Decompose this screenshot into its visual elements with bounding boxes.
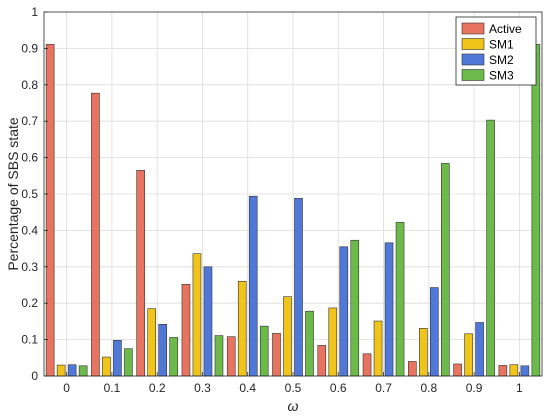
y-tick-label: 0.6 [21, 151, 38, 165]
bar-active-0_6 [317, 345, 327, 377]
bar-active-0_9 [453, 363, 462, 377]
bar-sm2-0_4 [248, 195, 258, 377]
legend-swatch-sm2 [461, 53, 485, 66]
bar-sm2-0_8 [430, 287, 439, 377]
bar-sm1-0_8 [419, 328, 428, 377]
y-axis-label: Percentage of SBS state [5, 117, 21, 271]
bar-active-0_2 [136, 170, 145, 377]
legend-label-sm2: SM2 [489, 53, 514, 67]
y-tick-label: 0.3 [21, 260, 38, 274]
bar-sm3-1 [531, 44, 541, 377]
bar-sm3-0_9 [486, 119, 495, 377]
bars [45, 44, 541, 377]
bar-sm3-0_1 [124, 348, 133, 377]
bar-sm1-0_4 [237, 281, 247, 377]
legend-swatch-active [461, 22, 485, 35]
y-tick-label: 0.8 [21, 78, 38, 92]
bar-sm1-0_9 [464, 333, 473, 377]
x-tick-label: 0.6 [330, 381, 347, 395]
bar-sm2-0_7 [384, 242, 394, 377]
x-tick-label: 0.4 [239, 381, 256, 395]
y-tick-label: 0.2 [21, 296, 38, 310]
bar-sm2-0_5 [294, 198, 303, 377]
bar-sm2-0_9 [475, 322, 484, 377]
bar-sm1-0_6 [328, 307, 338, 377]
legend-label-sm1: SM1 [489, 38, 514, 52]
bar-sm3-0_4 [259, 325, 269, 377]
bar-active-0_4 [226, 336, 236, 377]
x-tick-label: 0.7 [375, 381, 392, 395]
bar-active-0_5 [272, 333, 281, 377]
x-tick-label: 1 [516, 381, 523, 395]
y-tick-label: 0.4 [21, 223, 38, 237]
bar-sm1-0_5 [283, 296, 292, 377]
bar-sm3-0_8 [441, 163, 450, 377]
x-tick-label: 0.9 [466, 381, 483, 395]
bar-sm1-0_2 [147, 308, 156, 377]
bar-sm3-0_3 [214, 335, 224, 377]
y-tick-label: 0 [31, 369, 38, 383]
x-axis-label: ω [288, 398, 299, 414]
grid [44, 12, 542, 376]
x-tick-label: 0.3 [194, 381, 211, 395]
bar-active-1 [498, 365, 508, 377]
y-tick-label: 0.5 [21, 187, 38, 201]
bar-sm1-0_3 [192, 253, 202, 377]
x-tick-label: 0.5 [285, 381, 302, 395]
x-axis-ticks: 0 0.1 0.2 0.3 0.4 0.5 0.6 0.7 0.8 0.9 1 [63, 372, 523, 395]
bar-sm2-0_1 [113, 340, 122, 377]
bar-sm3-0_2 [169, 337, 178, 377]
legend-label-active: Active [489, 22, 522, 36]
bar-sm1-1 [509, 364, 519, 377]
x-tick-label: 0.2 [149, 381, 166, 395]
x-tick-label: 0.8 [420, 381, 437, 395]
bar-active-0_3 [181, 283, 191, 377]
bar-active-0_7 [362, 353, 372, 377]
bar-sm1-0_1 [102, 356, 111, 377]
bar-active-0_8 [408, 361, 417, 377]
x-tick-label: 0 [63, 381, 70, 395]
bar-sm1-0 [56, 364, 66, 377]
bar-sm3-0_6 [350, 239, 360, 377]
legend-swatch-sm1 [461, 38, 485, 50]
bar-active-0 [45, 44, 55, 377]
bar-sm2-0_2 [158, 324, 167, 377]
bar-sm2-0_6 [339, 246, 349, 377]
bar-sm3-0_5 [305, 310, 314, 377]
y-tick-label: 1 [31, 5, 38, 19]
legend-label-sm3: SM3 [489, 69, 514, 83]
y-tick-label: 0.9 [21, 41, 38, 55]
y-tick-label: 0.1 [21, 333, 38, 347]
bar-sm2-0 [67, 364, 77, 377]
x-tick-label: 0.1 [104, 381, 121, 395]
bar-sm2-1 [520, 365, 530, 377]
bar-active-0_1 [91, 92, 100, 377]
bar-sm1-0_7 [373, 320, 383, 377]
legend-swatch-sm3 [461, 69, 485, 81]
bar-sm3-0 [78, 365, 88, 377]
y-axis-ticks: 0 0.1 0.2 0.3 0.4 0.5 0.6 0.7 0.8 0.9 1 [21, 5, 48, 383]
y-tick-label: 0.7 [21, 114, 38, 128]
bar-sm2-0_3 [203, 266, 213, 377]
bar-sm3-0_7 [395, 222, 405, 377]
